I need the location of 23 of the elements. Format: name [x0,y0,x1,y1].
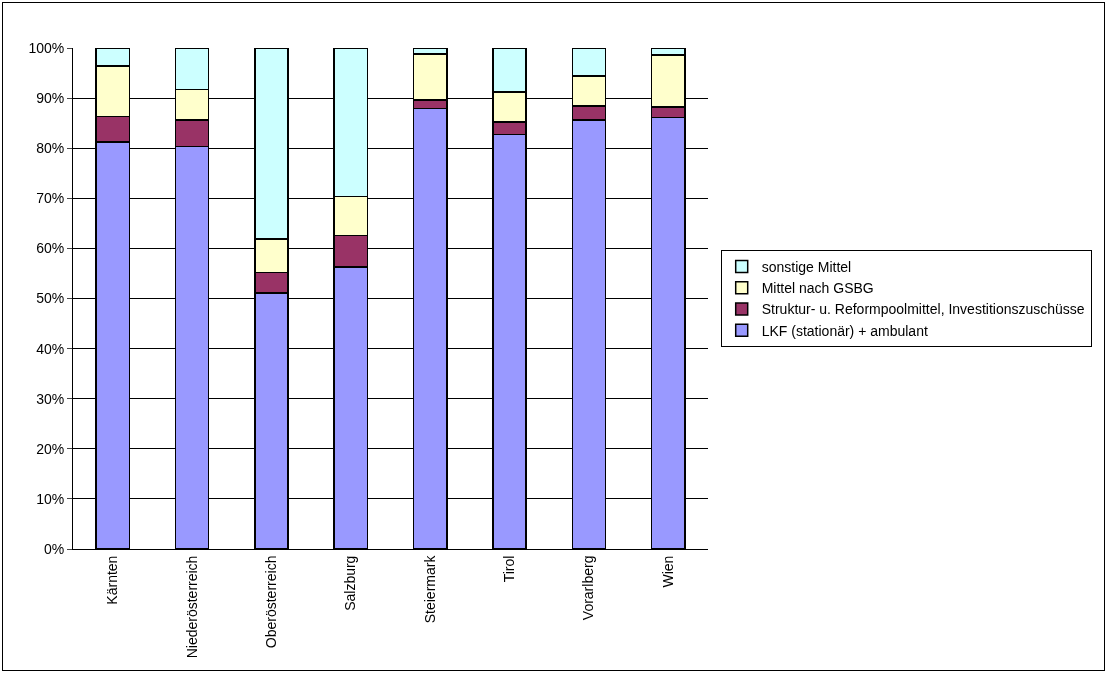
x-tick-label: Steiermark [421,554,438,624]
x-tick-label: Kärnten [104,555,121,605]
x-tick-label: Tirol [501,555,518,583]
x-tick-label: Salzburg [342,555,359,611]
x-tick-label: Oberösterreich [262,555,279,649]
y-tick-label: 80% [36,140,65,157]
y-tick-label: 60% [36,240,65,257]
y-tick-label: 0% [43,540,65,557]
y-tick-label: 90% [36,90,65,106]
y-tick-label: 10% [36,490,65,507]
legend-label: Mittel nach GSBG [761,280,874,297]
y-tick-label: 40% [36,340,65,357]
y-tick-label: 50% [36,290,65,307]
legend-label: sonstige Mittel [761,259,852,276]
legend-label: Struktur- u. Reformpoolmittel, Investitionszuschüsse [761,301,1085,318]
y-tick-label: 70% [36,190,65,207]
y-tick-label: 30% [36,390,65,407]
x-tick-label: Vorarlberg [580,555,597,621]
x-tick-label: Niederösterreich [183,555,200,659]
x-tick-label: Wien [659,555,676,588]
y-tick-label: 100% [28,39,65,56]
legend-label: LKF (stationär) + ambulant [761,322,928,339]
y-tick-label: 20% [36,440,65,457]
